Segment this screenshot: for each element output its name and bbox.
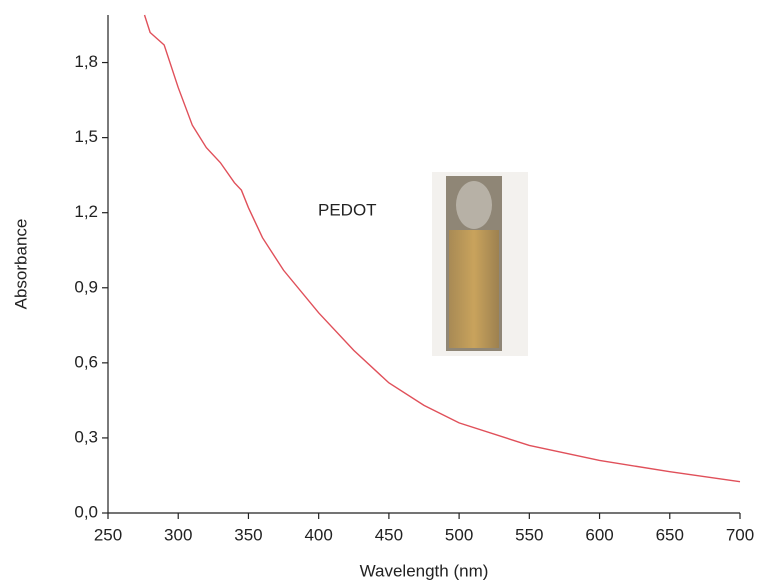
y-tick-label: 1,2 [74, 202, 98, 221]
x-tick-label: 600 [585, 525, 613, 544]
x-tick-label: 250 [94, 525, 122, 544]
x-tick-label: 500 [445, 525, 473, 544]
y-axis-label: Absorbance [11, 219, 30, 310]
x-tick-label: 450 [375, 525, 403, 544]
y-tick-label: 1,8 [74, 52, 98, 71]
inset-photo [432, 172, 528, 356]
x-tick-label: 400 [304, 525, 332, 544]
x-tick-label: 700 [726, 525, 754, 544]
y-tick-label: 0,0 [74, 502, 98, 521]
x-tick-label: 550 [515, 525, 543, 544]
annotation: PEDOT [318, 200, 377, 219]
data-line [143, 14, 741, 483]
y-tick-label: 1,5 [74, 127, 98, 146]
y-tick-label: 0,3 [74, 427, 98, 446]
x-tick-label: 300 [164, 525, 192, 544]
x-axis-label: Wavelength (nm) [360, 561, 489, 580]
x-tick-label: 350 [234, 525, 262, 544]
y-tick-label: 0,6 [74, 352, 98, 371]
x-tick-label: 650 [656, 525, 684, 544]
y-tick-label: 0,9 [74, 277, 98, 296]
